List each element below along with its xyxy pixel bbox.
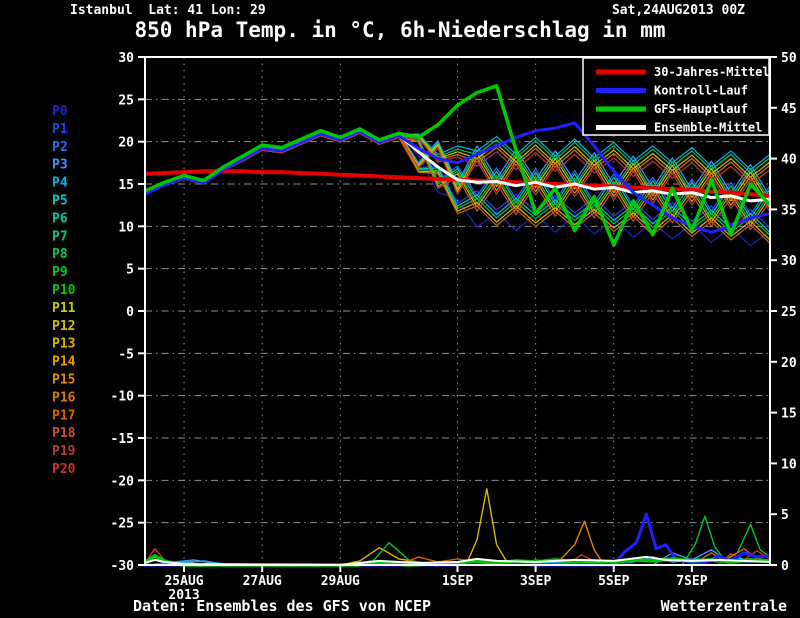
brand-label: Wetterzentrale [660,597,787,615]
member-label-P20: P20 [52,462,76,477]
temp-axis-label: -10 [111,390,135,405]
temp-axis-label: -20 [111,474,135,489]
temp-axis-label: 30 [118,51,134,66]
temp-axis-label: 5 [126,263,134,278]
chart-title: 850 hPa Temp. in °C, 6h-Niederschlag in … [134,18,666,42]
precip-axis-label: 5 [781,508,789,523]
precip-axis-label: 50 [781,51,797,66]
precip-axis-label: 35 [781,203,797,218]
precip-axis-label: 20 [781,356,797,371]
ensemble-member-lines [144,127,771,247]
member-label-P2: P2 [52,140,68,155]
member-label-column: P0 P1 P2 P3 P4 P5 P6 P7 P8 P9 P10 P11 P12 P13 P14 P15 P1… [52,104,76,477]
member-label-P9: P9 [52,265,68,280]
member-label-P14: P14 [52,355,76,370]
legend: 30-Jahres-Mittel Kontroll-Lauf GFS-Hauptla… [582,57,770,136]
member-label-P19: P19 [52,444,75,459]
temp-axis-label: 15 [118,178,134,193]
control-run-line [144,121,771,234]
precip-axis-label: 30 [781,254,797,269]
temp-axis-label: 10 [118,220,134,235]
member-label-P1: P1 [52,122,68,137]
precip-axis-label: 45 [781,102,797,117]
temp-axis-label: 25 [118,93,134,108]
time-axis-label: 5SEP [598,574,629,589]
temp-axis-label: 0 [126,305,134,320]
member-label-P15: P15 [52,373,75,388]
time-axis-label: 27AUG [243,574,282,589]
member-label-P13: P13 [52,337,75,352]
year-label: 2013 [168,588,199,603]
precip-axis-label: 0 [781,559,789,574]
member-label-P0: P0 [52,104,68,119]
run-datetime: Sat,24AUG2013 00Z [611,3,745,18]
temp-axis-label: -15 [111,432,134,447]
station-header: Istanbul Lat: 41 Lon: 29 [70,3,266,18]
temp-axis-label: -5 [118,347,134,362]
member-label-P6: P6 [52,211,68,226]
axis-labels: -30 -25 -20 -15 -10 -5 0 5 10 15 20 25 30 0 5 10 15 20 25 3… [111,51,797,603]
member-label-P4: P4 [52,176,68,191]
member-label-P10: P10 [52,283,76,298]
legend-label-1: 30-Jahres-Mittel [654,65,770,79]
temp-axis-label: 20 [118,136,134,151]
member-label-P5: P5 [52,194,68,209]
temp-axis-label: -30 [111,559,135,574]
highlighted-lines [144,84,771,247]
precip-axis-label: 25 [781,305,797,320]
time-axis-label: 29AUG [321,574,360,589]
time-axis-label: 25AUG [164,574,203,589]
legend-label-2: Kontroll-Lauf [654,84,748,98]
member-label-P17: P17 [52,408,75,423]
precip-axis-label: 15 [781,407,797,422]
data-source-note: Daten: Ensembles des GFS von NCEP [133,597,432,615]
member-label-P7: P7 [52,229,68,244]
member-label-P16: P16 [52,390,76,405]
main-run-line [144,84,771,247]
time-axis-label: 1SEP [442,574,473,589]
time-axis-label: 7SEP [676,574,707,589]
member-label-P11: P11 [52,301,76,316]
temp-axis-label: -25 [111,517,134,532]
precip-axis-label: 10 [781,457,797,472]
time-axis-label: 3SEP [520,574,551,589]
member-label-P12: P12 [52,319,75,334]
legend-label-3: GFS-Hauptlauf [654,102,748,116]
member-label-P8: P8 [52,247,68,262]
legend-label-4: Ensemble-Mittel [654,121,762,135]
member-label-P18: P18 [52,426,76,441]
member-label-P3: P3 [52,158,68,173]
precip-line-kontroll-lauf-precip [144,512,771,567]
precip-axis-label: 40 [781,153,797,168]
